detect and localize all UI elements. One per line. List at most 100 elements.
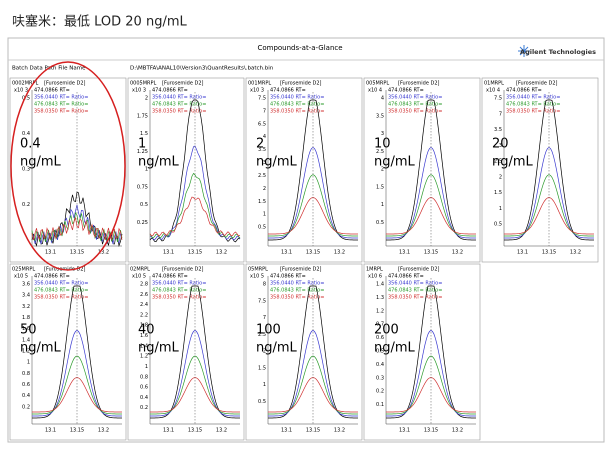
- panel: 0002MRPL [Furosemide D2] x10 3 474.0866 RT=…: [9, 77, 127, 263]
- y-tick-label: 2.5: [258, 173, 266, 179]
- y-tick-label: 3.5: [494, 127, 502, 133]
- concentration-unit: ng/mL: [138, 155, 180, 170]
- x-tick-label: 13.1: [163, 428, 174, 434]
- concentration: 40: [138, 323, 155, 338]
- y-tick-label: 3.2: [22, 304, 30, 310]
- y-tick-label: 2: [263, 186, 266, 192]
- trace: [31, 216, 123, 241]
- y-tick-label: 4: [263, 134, 266, 140]
- y-tick-label: 3.5: [376, 113, 384, 119]
- trace-label: 476.0843 RT= Ratio=: [34, 102, 88, 108]
- y-tick-label: 0.2: [376, 389, 384, 395]
- x-tick-label: 13.15: [306, 250, 320, 256]
- y-tick-label: 0.8: [140, 374, 148, 380]
- y-tick-label: 0.4: [140, 395, 148, 401]
- trace: [149, 196, 241, 237]
- x-tick-label: 13.1: [517, 250, 528, 256]
- trace-label: 358.0350 RT= Ratio=: [34, 109, 88, 115]
- brand: Agilent Technologies: [520, 48, 596, 56]
- x-tick-label: 13.2: [216, 250, 227, 256]
- y-tick-label: 1: [27, 360, 30, 366]
- exponent: x10 6: [368, 274, 382, 280]
- x-tick-label: 13.1: [399, 250, 410, 256]
- trace-label: 474.0866 RT=: [152, 88, 188, 94]
- trace-label: 356.0440 RT= Ratio=: [506, 95, 560, 101]
- compound: [Furosemide D2]: [44, 81, 86, 87]
- y-tick-label: 1: [499, 206, 502, 212]
- panel: 02MRPL [Furosemide D2]x10 5 474.0866 RT=35…: [127, 263, 245, 441]
- trace-label: 356.0440 RT= Ratio=: [34, 281, 88, 287]
- trace: [386, 174, 476, 237]
- x-tick-label: 13.1: [163, 250, 174, 256]
- panel: 0005MRPL [Furosemide D2] x10 3 474.0866 RT=…: [127, 77, 245, 263]
- panel-name: 025MRPL: [12, 267, 35, 273]
- x-tick-label: 13.2: [570, 250, 581, 256]
- trace: [504, 174, 594, 237]
- y-tick-label: 1.3: [376, 295, 384, 301]
- concentration-unit: ng/mL: [492, 155, 534, 170]
- panel-frame: [363, 263, 481, 441]
- y-tick-label: 3.4: [22, 293, 30, 299]
- trace-label: 358.0350 RT= Ratio=: [152, 295, 206, 301]
- trace-label: 358.0350 RT= Ratio=: [270, 109, 324, 115]
- y-tick-label: 2.5: [376, 149, 384, 155]
- panel-frame: [363, 77, 481, 263]
- trace-label: 474.0866 RT=: [388, 274, 424, 280]
- trace: [268, 285, 358, 419]
- y-tick-label: 1: [145, 364, 148, 370]
- compound: [Furosemide D2]: [162, 267, 204, 273]
- y-tick-label: 3.6: [22, 282, 30, 288]
- trace: [504, 99, 594, 241]
- panel-frame: [127, 77, 245, 263]
- y-tick-label: 3: [499, 143, 502, 149]
- panel-frame: [245, 77, 363, 263]
- concentration: 100: [256, 323, 281, 338]
- trace-label: 476.0843 RT= Ratio=: [270, 288, 324, 294]
- trace-label: 358.0350 RT= Ratio=: [506, 109, 560, 115]
- y-tick-label: 7: [263, 315, 266, 321]
- y-tick-label: 1.75: [137, 113, 148, 119]
- trace-label: 476.0843 RT= Ratio=: [388, 102, 442, 108]
- concentration: 200: [374, 323, 399, 338]
- trace: [150, 285, 240, 419]
- panel-name: 001MRPL: [248, 81, 271, 87]
- panel-frame: [127, 263, 245, 441]
- y-tick-label: 2: [263, 349, 266, 355]
- y-tick-label: 0.7: [376, 322, 384, 328]
- y-tick-label: 2: [499, 174, 502, 180]
- exponent: x10 5: [132, 274, 146, 280]
- trace-label: 474.0866 RT=: [34, 88, 70, 94]
- y-tick-label: 0.25: [137, 220, 148, 226]
- compound: [Furosemide D2]: [280, 81, 322, 87]
- x-tick-label: 13.2: [98, 428, 109, 434]
- y-tick-label: 1.2: [22, 349, 30, 355]
- y-tick-label: 0.4: [22, 131, 30, 137]
- panel-name: 0002MRPL: [12, 81, 39, 87]
- y-tick-label: 0.4: [22, 393, 30, 399]
- y-tick-label: 1: [145, 167, 148, 173]
- y-tick-label: 0.5: [22, 96, 30, 102]
- trace-label: 476.0843 RT= Ratio=: [34, 288, 88, 294]
- x-tick-label: 13.2: [98, 250, 109, 256]
- concentration: 20: [492, 137, 509, 152]
- x-tick-label: 13.15: [306, 428, 320, 434]
- trace: [268, 174, 358, 237]
- trace-label: 358.0350 RT= Ratio=: [388, 295, 442, 301]
- y-tick-label: 1: [263, 382, 266, 388]
- panel: 05MRPL [Furosemide D2]x10 5 474.0866 RT=35…: [245, 263, 363, 441]
- x-tick-label: 13.1: [399, 428, 410, 434]
- trace-label: 356.0440 RT= Ratio=: [152, 95, 206, 101]
- y-tick-label: 3: [381, 131, 384, 137]
- y-tick-label: 1.2: [376, 308, 384, 314]
- highlight: [10, 61, 126, 271]
- y-tick-label: 2.2: [140, 312, 148, 318]
- y-tick-label: 8: [263, 282, 266, 288]
- concentration: 50: [20, 323, 37, 338]
- compound: [Furosemide D2]: [398, 81, 440, 87]
- panel: 005MRPL [Furosemide D2]x10 4 474.0866 RT=3…: [363, 77, 481, 263]
- x-tick-label: 13.15: [70, 428, 84, 434]
- concentration-unit: ng/mL: [20, 155, 62, 170]
- y-tick-label: 7.5: [258, 298, 266, 304]
- exponent: x10 3: [14, 88, 28, 94]
